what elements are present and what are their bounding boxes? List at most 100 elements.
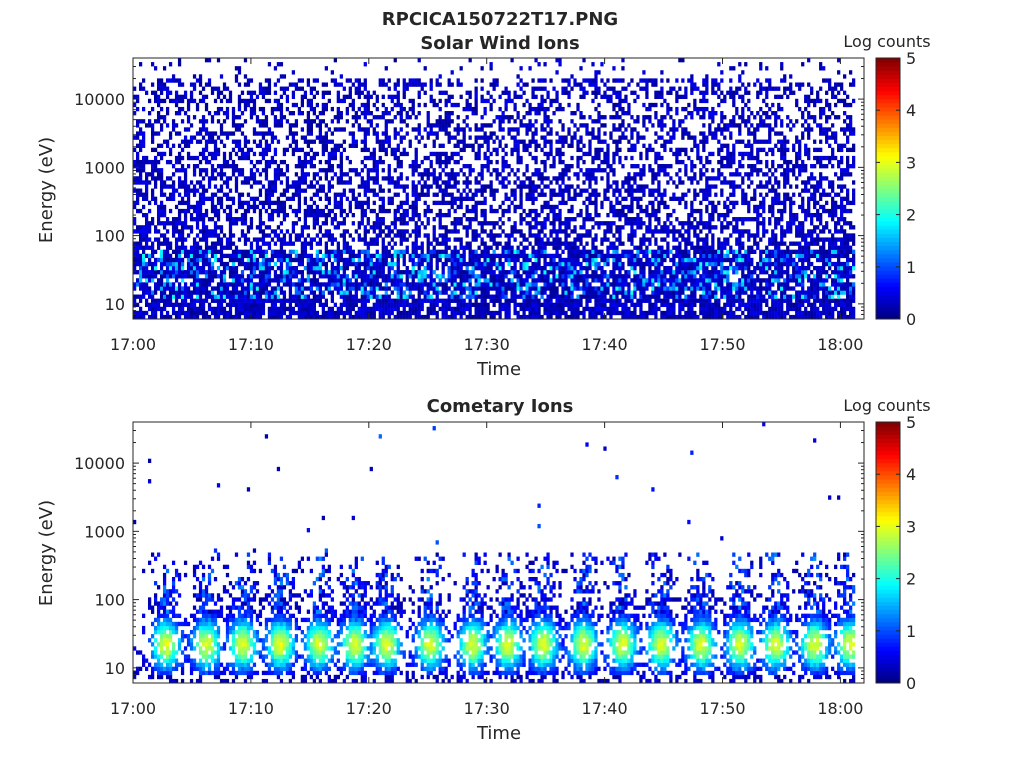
heatmap-cell bbox=[372, 131, 376, 136]
heatmap-cell bbox=[519, 188, 523, 193]
heatmap-cell bbox=[168, 261, 173, 267]
heatmap-cell bbox=[531, 225, 535, 230]
heatmap-cell bbox=[372, 265, 376, 271]
heatmap-cell bbox=[156, 298, 161, 303]
heatmap-cell bbox=[282, 294, 287, 299]
heatmap-cell bbox=[228, 253, 233, 259]
heatmap-cell bbox=[183, 237, 188, 242]
heatmap-cell bbox=[321, 257, 325, 263]
heatmap-cell bbox=[288, 282, 293, 287]
heatmap-cell bbox=[570, 265, 574, 271]
heatmap-cell bbox=[417, 229, 421, 234]
heatmap-cell bbox=[573, 282, 577, 287]
heatmap-cell bbox=[201, 94, 206, 100]
heatmap-cell bbox=[462, 127, 466, 132]
heatmap-cell bbox=[339, 172, 343, 177]
heatmap-cell bbox=[288, 310, 293, 316]
heatmap-cell bbox=[141, 139, 146, 144]
heatmap-cell bbox=[522, 139, 526, 144]
heatmap-cell bbox=[207, 294, 212, 299]
heatmap-cell bbox=[525, 270, 529, 275]
heatmap-cell bbox=[555, 306, 559, 312]
heatmap-cell bbox=[342, 241, 346, 246]
heatmap-cell bbox=[486, 302, 490, 308]
heatmap-cell bbox=[252, 306, 257, 312]
heatmap-cell bbox=[150, 159, 155, 165]
heatmap-cell bbox=[447, 270, 451, 275]
heatmap-cell bbox=[528, 143, 532, 148]
heatmap-cell bbox=[450, 274, 454, 279]
heatmap-cell bbox=[480, 86, 484, 91]
heatmap-cell bbox=[426, 111, 430, 116]
heatmap-cell bbox=[270, 155, 275, 161]
heatmap-cell bbox=[483, 200, 487, 206]
heatmap-cell bbox=[378, 217, 382, 222]
heatmap-cell bbox=[540, 290, 544, 295]
heatmap-cell bbox=[252, 151, 257, 157]
heatmap-cell bbox=[447, 180, 451, 185]
heatmap-cell bbox=[195, 188, 200, 193]
heatmap-cell bbox=[360, 310, 364, 316]
heatmap-cell bbox=[492, 298, 496, 303]
heatmap-cell bbox=[309, 155, 314, 161]
heatmap-cell bbox=[327, 180, 331, 185]
heatmap-cell bbox=[390, 278, 394, 283]
heatmap-cell bbox=[375, 159, 379, 165]
heatmap-cell bbox=[186, 314, 191, 320]
heatmap-cell bbox=[573, 314, 577, 320]
heatmap-cell bbox=[252, 164, 257, 169]
heatmap-cell bbox=[381, 131, 385, 136]
heatmap-cell bbox=[318, 302, 322, 308]
heatmap-cell bbox=[486, 143, 490, 148]
heatmap-cell bbox=[276, 164, 281, 169]
heatmap-cell bbox=[213, 184, 218, 189]
heatmap-cell bbox=[549, 78, 553, 83]
heatmap-cell bbox=[156, 229, 161, 234]
heatmap-cell bbox=[243, 208, 248, 214]
heatmap-cell bbox=[324, 282, 328, 287]
heatmap-cell bbox=[474, 298, 478, 303]
heatmap-cell bbox=[204, 159, 209, 165]
heatmap-cell bbox=[150, 270, 155, 275]
heatmap-cell bbox=[381, 217, 385, 222]
heatmap-cell bbox=[222, 119, 227, 124]
heatmap-cell bbox=[279, 257, 284, 263]
heatmap-cell bbox=[237, 172, 242, 177]
heatmap-cell bbox=[477, 274, 481, 279]
heatmap-cell bbox=[522, 306, 526, 312]
heatmap-cell bbox=[393, 282, 397, 287]
heatmap-cell bbox=[348, 294, 352, 299]
heatmap-cell bbox=[387, 94, 391, 100]
heatmap-cell bbox=[561, 200, 565, 206]
heatmap-cell bbox=[276, 139, 281, 144]
heatmap-cell bbox=[309, 86, 314, 91]
heatmap-cell bbox=[390, 119, 394, 124]
heatmap-cell bbox=[429, 253, 433, 259]
heatmap-cell bbox=[246, 257, 251, 263]
heatmap-cell bbox=[549, 314, 553, 320]
heatmap-cell bbox=[228, 155, 233, 161]
heatmap-cell bbox=[384, 131, 388, 136]
heatmap-cell bbox=[489, 274, 493, 279]
heatmap-cell bbox=[369, 168, 373, 173]
heatmap-cell bbox=[528, 270, 532, 275]
heatmap-cell bbox=[534, 131, 538, 136]
heatmap-cell bbox=[417, 212, 421, 218]
heatmap-cell bbox=[204, 131, 209, 136]
heatmap-cell bbox=[303, 221, 308, 226]
heatmap-cell bbox=[348, 180, 352, 185]
heatmap-cell bbox=[543, 217, 547, 222]
heatmap-cell bbox=[261, 155, 266, 161]
heatmap-cell bbox=[153, 249, 158, 254]
heatmap-cell bbox=[474, 278, 478, 283]
heatmap-cell bbox=[456, 257, 460, 263]
heatmap-cell bbox=[153, 257, 158, 263]
heatmap-cell bbox=[207, 78, 212, 83]
heatmap-cell bbox=[531, 188, 535, 193]
heatmap-cell bbox=[495, 151, 499, 157]
heatmap-cell bbox=[369, 261, 373, 267]
heatmap-cell bbox=[195, 290, 200, 295]
heatmap-cell bbox=[555, 241, 559, 246]
heatmap-cell bbox=[186, 270, 191, 275]
heatmap-cell bbox=[207, 245, 212, 250]
